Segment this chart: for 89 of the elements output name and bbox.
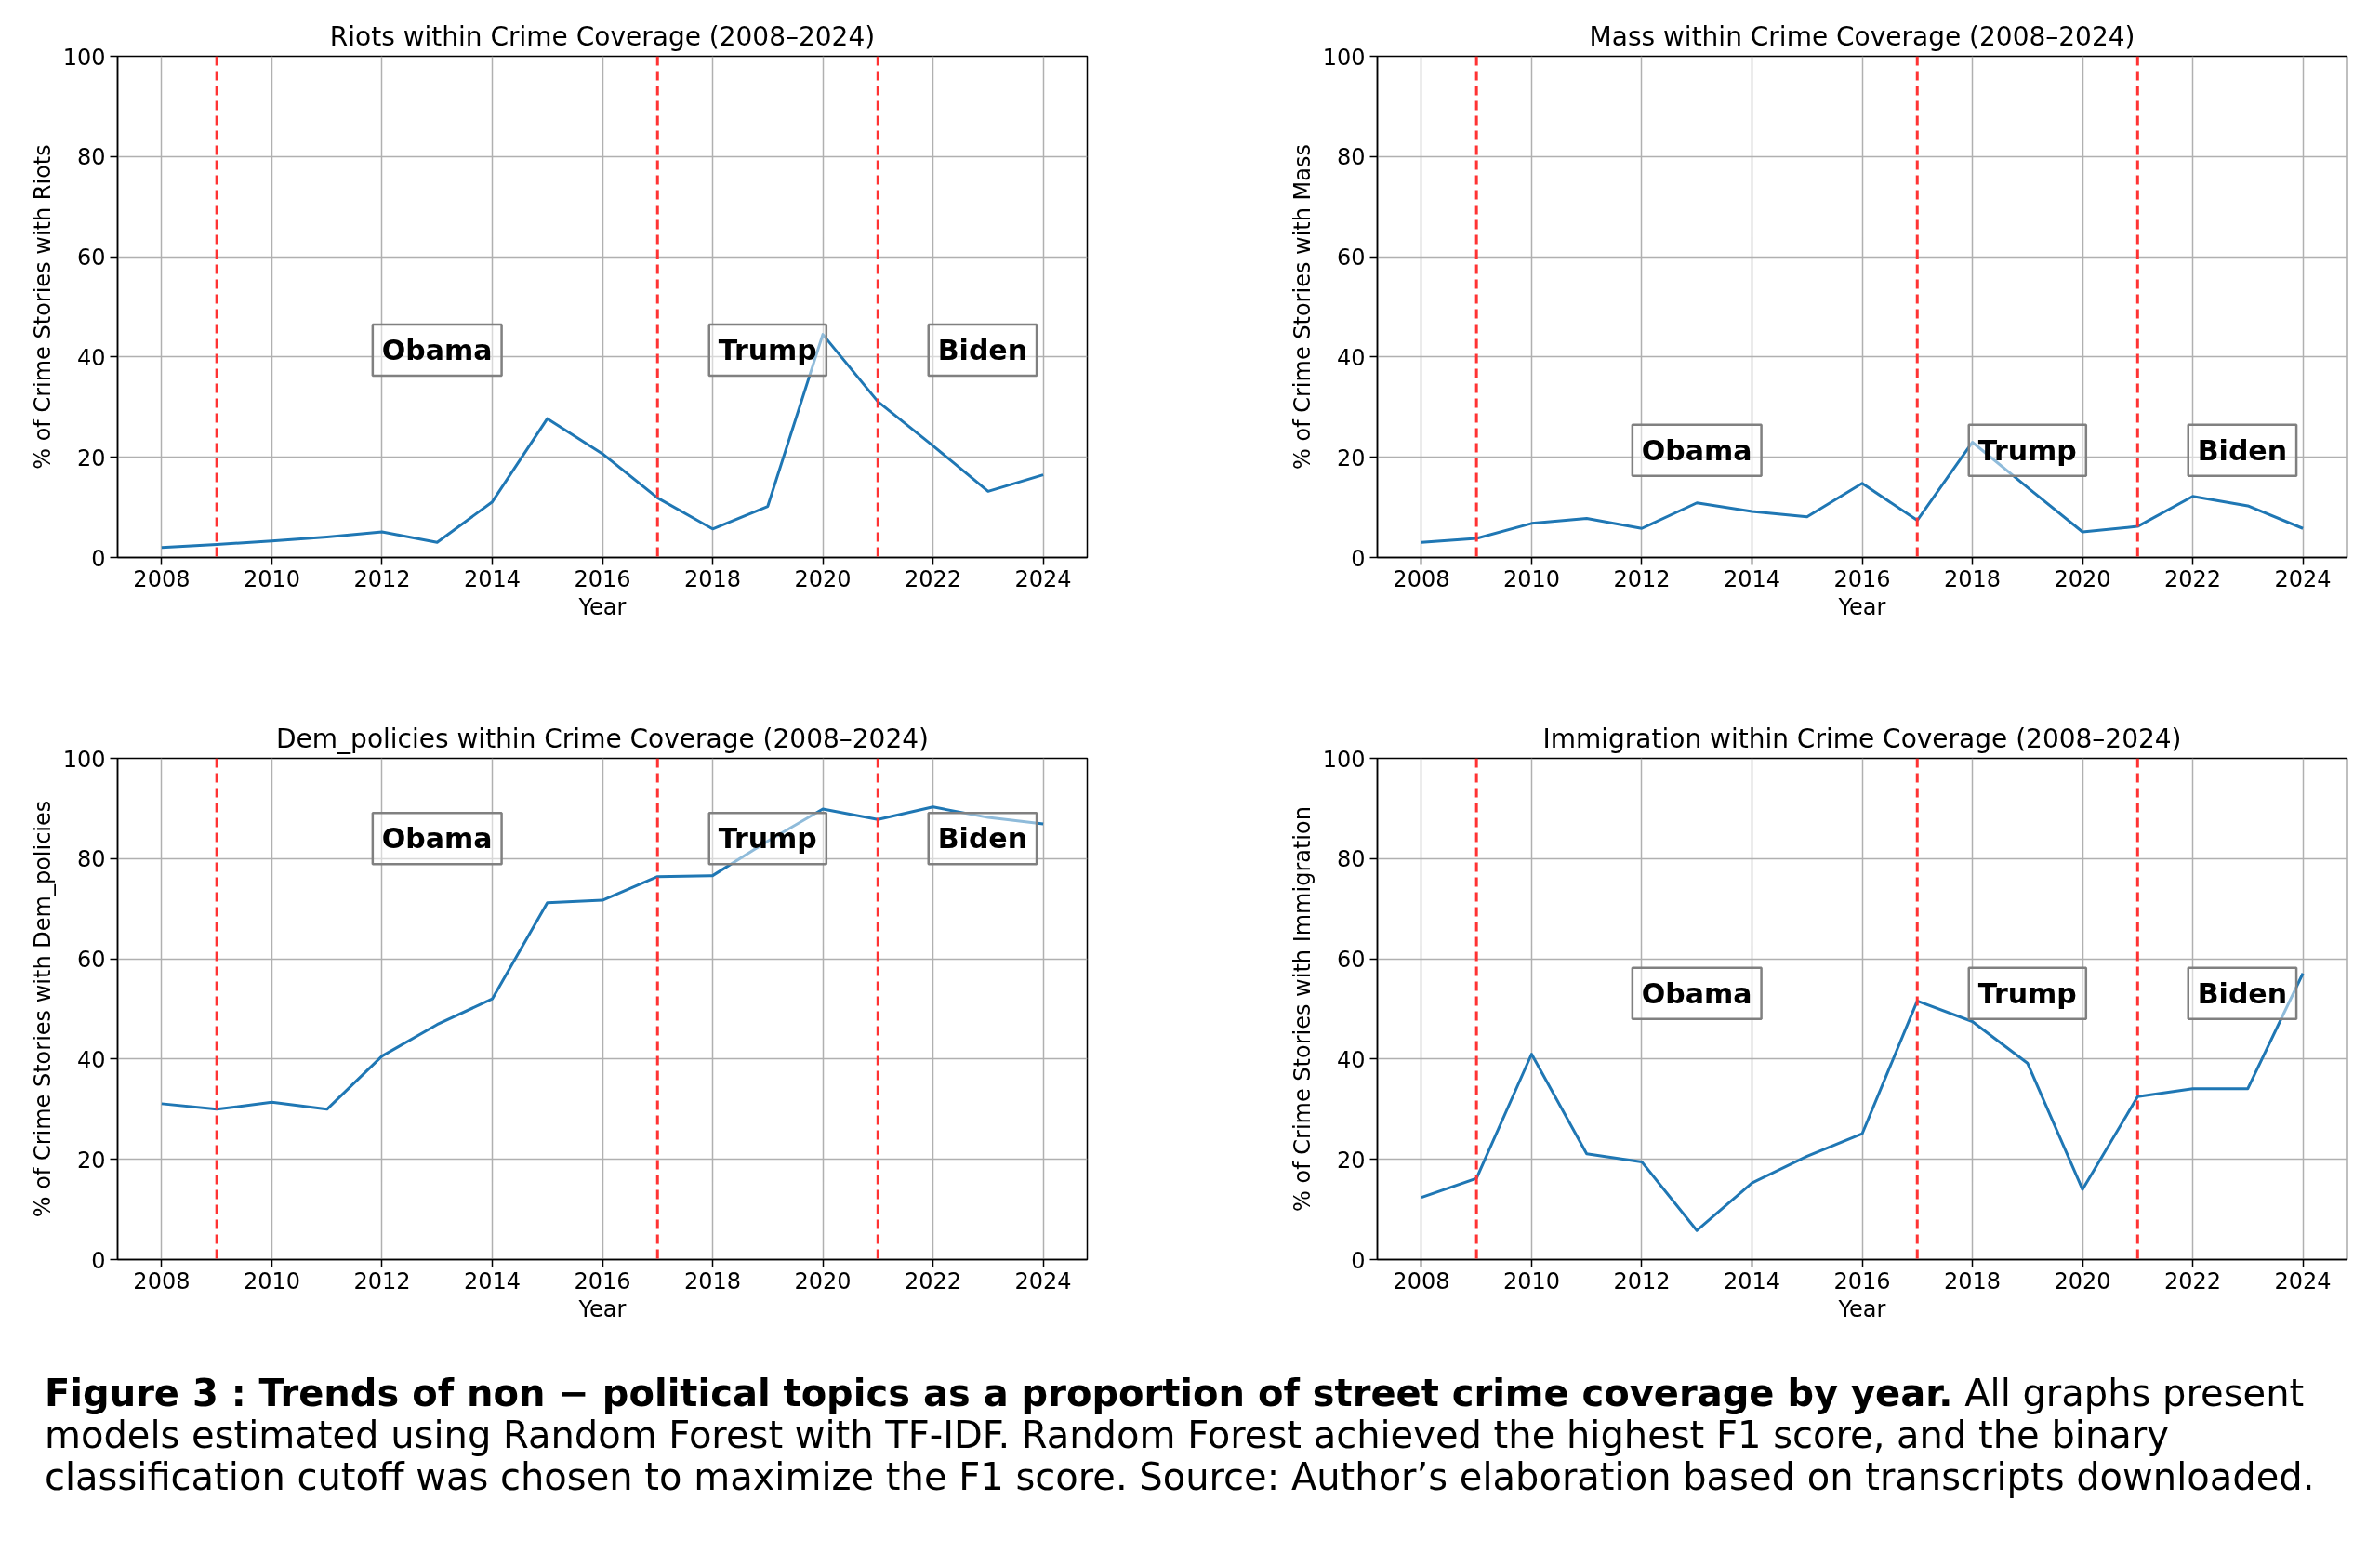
x-tick-label: 2010	[1502, 565, 1560, 592]
x-tick-label: 2022	[905, 1267, 962, 1294]
y-tick-label: 80	[76, 846, 106, 873]
x-tick-label: 2012	[1613, 565, 1671, 592]
x-tick-label: 2024	[1014, 1267, 1072, 1294]
y-tick-label: 80	[1336, 846, 1366, 873]
chart-title: Dem_policies within Crime Coverage (2008–2024)	[276, 723, 929, 754]
y-tick-label: 100	[1322, 746, 1366, 773]
x-tick-label: 2024	[2274, 565, 2332, 592]
annotation: Biden	[937, 333, 1028, 366]
y-tick-label: 0	[91, 545, 106, 572]
annotation: Obama	[1641, 433, 1752, 467]
x-tick-label: 2010	[243, 1267, 300, 1294]
x-tick-label: 2016	[574, 1267, 631, 1294]
chart-title: Mass within Crime Coverage (2008–2024)	[1589, 20, 2135, 52]
y-axis-title: % of Crime Stories with Riots	[29, 144, 56, 470]
x-tick-label: 2012	[353, 565, 411, 592]
y-tick-label: 40	[1336, 1046, 1366, 1073]
y-axis-title: % of Crime Stories with Dem_policies	[29, 800, 56, 1218]
x-tick-label: 2020	[2054, 1267, 2111, 1294]
x-tick-label: 2010	[243, 565, 300, 592]
x-tick-label: 2008	[133, 1267, 191, 1294]
x-tick-label: 2008	[133, 565, 191, 592]
y-tick-label: 20	[1336, 445, 1366, 471]
y-axis-title: % of Crime Stories with Mass	[1289, 144, 1316, 470]
x-tick-label: 2016	[1833, 565, 1891, 592]
x-tick-label: 2012	[1613, 1267, 1671, 1294]
y-tick-label: 100	[62, 44, 106, 71]
annotation: Biden	[2197, 976, 2288, 1010]
x-tick-label: 2014	[1723, 565, 1781, 592]
x-tick-label: 2008	[1393, 1267, 1450, 1294]
x-tick-label: 2024	[2274, 1267, 2332, 1294]
line-series	[1420, 441, 2305, 544]
y-tick-label: 40	[76, 1046, 106, 1073]
x-tick-label: 2018	[683, 565, 742, 592]
x-tick-label: 2012	[353, 1267, 411, 1294]
x-tick-label: 2022	[2164, 565, 2222, 592]
annotation: Trump	[1977, 976, 2077, 1010]
annotation: Trump	[718, 822, 817, 856]
y-tick-label: 20	[1336, 1147, 1366, 1174]
x-tick-label: 2014	[463, 1267, 522, 1294]
x-tick-label: 2020	[794, 565, 852, 592]
y-axis-title: % of Crime Stories with Immigration	[1289, 806, 1316, 1212]
y-tick-label: 40	[76, 344, 106, 371]
y-tick-label: 60	[1336, 245, 1366, 272]
y-tick-label: 100	[62, 746, 106, 773]
x-tick-label: 2022	[905, 565, 962, 592]
annotation: Trump	[718, 333, 817, 366]
annotation: Trump	[1977, 433, 2077, 467]
y-tick-label: 60	[76, 245, 106, 272]
y-tick-label: 20	[76, 445, 106, 471]
y-tick-label: 0	[1351, 1247, 1366, 1274]
caption: Figure 3 : Trends of non − political topics as a proportion of street crime coverage by year.	[45, 1372, 1953, 1414]
line-series	[1420, 972, 2305, 1232]
x-tick-label: 2014	[463, 565, 522, 592]
x-tick-label: 2018	[1943, 565, 2002, 592]
x-tick-label: 2020	[794, 1267, 852, 1294]
x-axis-title: Year	[577, 593, 627, 620]
x-axis-title: Year	[1837, 593, 1886, 620]
x-tick-label: 2020	[2054, 565, 2111, 592]
y-tick-label: 100	[1322, 44, 1366, 71]
chart-title: Riots within Crime Coverage (2008–2024)	[329, 20, 876, 52]
annotation: Obama	[381, 822, 493, 856]
x-tick-label: 2022	[2164, 1267, 2222, 1294]
y-tick-label: 80	[1336, 144, 1366, 171]
x-tick-label: 2016	[574, 565, 631, 592]
x-tick-label: 2016	[1833, 1267, 1891, 1294]
chart-title: Immigration within Crime Coverage (2008–2024)	[1542, 723, 2182, 754]
annotation: Biden	[2197, 433, 2288, 467]
annotation: Obama	[381, 333, 493, 366]
x-tick-label: 2024	[1014, 565, 1072, 592]
x-tick-label: 2010	[1502, 1267, 1560, 1294]
line-series	[160, 333, 1045, 550]
line-series	[160, 805, 1045, 1111]
y-tick-label: 80	[76, 144, 106, 171]
x-tick-label: 2018	[683, 1267, 742, 1294]
x-tick-label: 2018	[1943, 1267, 2002, 1294]
x-tick-label: 2014	[1723, 1267, 1781, 1294]
annotation: Biden	[937, 822, 1028, 856]
y-tick-label: 60	[1336, 947, 1366, 974]
y-tick-label: 20	[76, 1147, 106, 1174]
y-tick-label: 0	[91, 1247, 106, 1274]
x-axis-title: Year	[1837, 1295, 1886, 1322]
y-tick-label: 0	[1351, 545, 1366, 572]
y-tick-label: 40	[1336, 344, 1366, 371]
y-tick-label: 60	[76, 947, 106, 974]
x-tick-label: 2008	[1393, 565, 1450, 592]
annotation: Obama	[1641, 976, 1752, 1010]
x-axis-title: Year	[577, 1295, 627, 1322]
